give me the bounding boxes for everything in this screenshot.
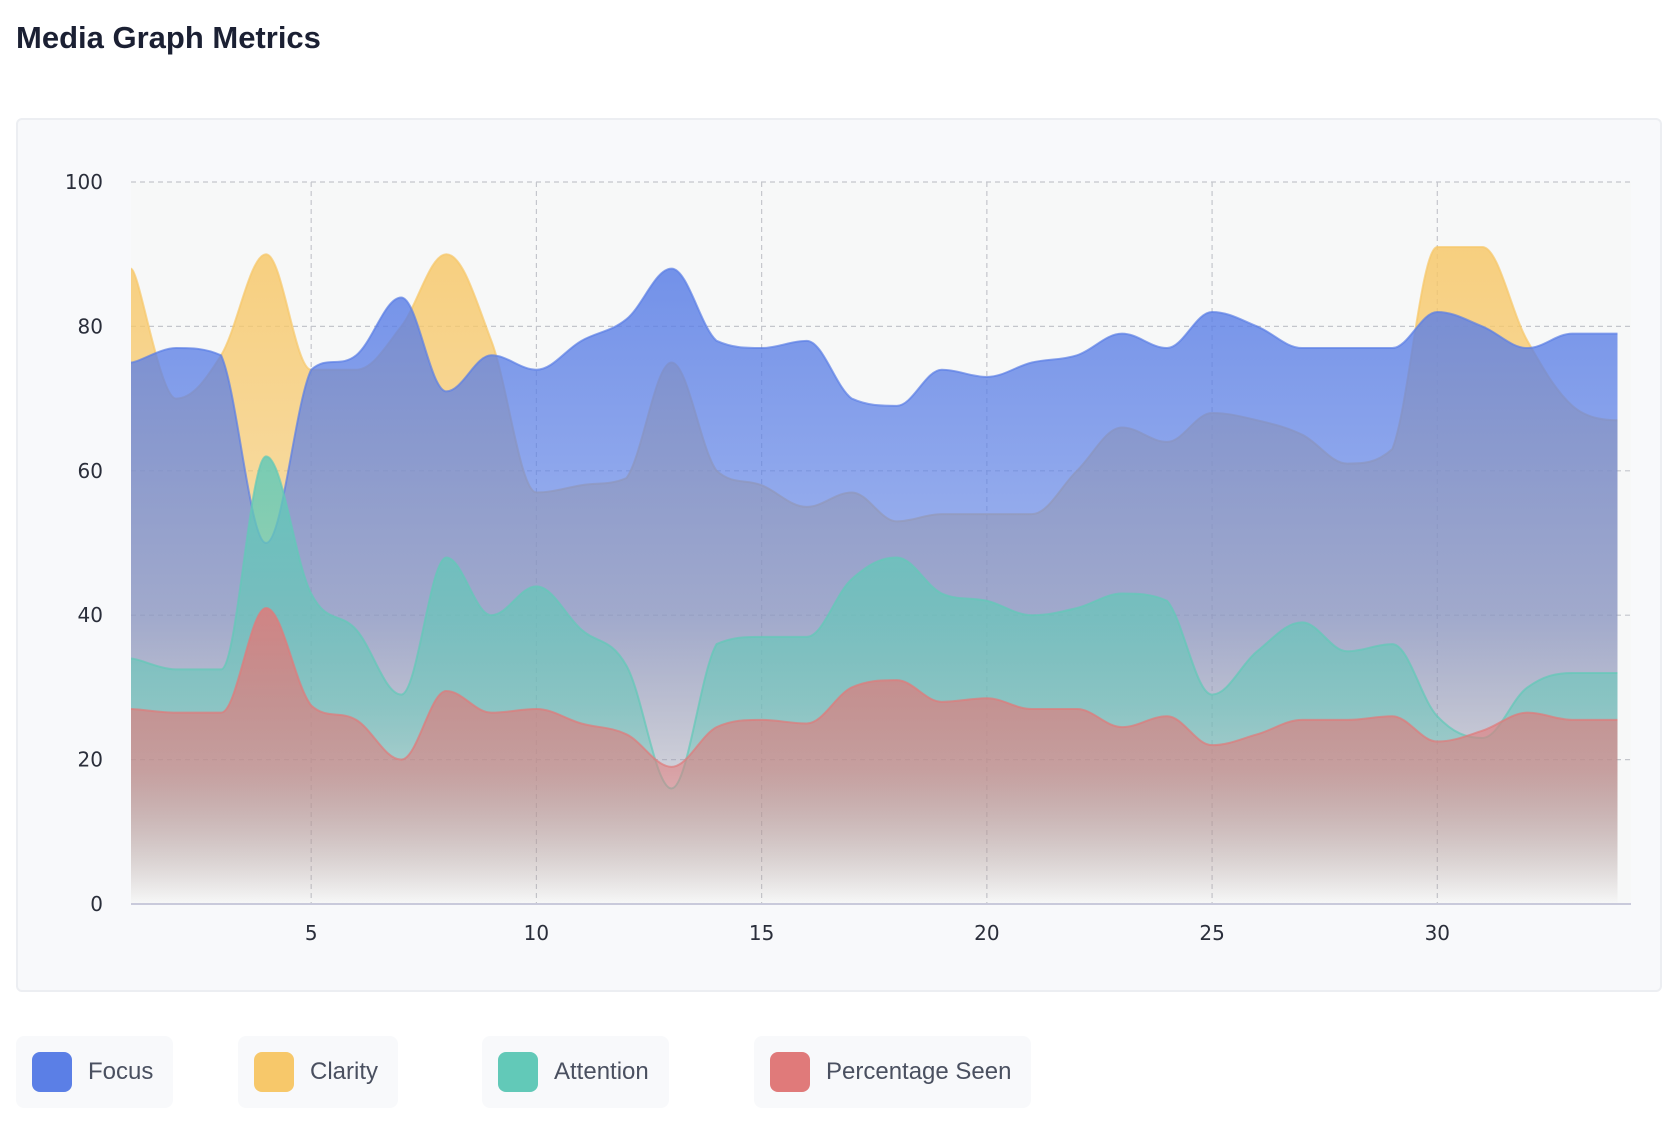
chart-legend: Focus Clarity Attention Percentage Seen — [16, 1036, 1662, 1108]
y-tick-label-80: 80 — [78, 314, 103, 338]
y-tick-label-0: 0 — [90, 892, 103, 916]
x-tick-label-10: 10 — [524, 921, 549, 945]
y-tick-label-100: 100 — [65, 170, 103, 194]
legend-label-focus: Focus — [88, 1058, 154, 1085]
y-tick-label-60: 60 — [78, 459, 103, 483]
legend-swatch-clarity — [254, 1052, 294, 1092]
area-chart: 0 20 40 60 80 100 5 10 15 20 25 30 — [65, 170, 1631, 945]
legend-label-percentage-seen: Percentage Seen — [826, 1058, 1012, 1085]
legend-swatch-percentage-seen — [770, 1052, 810, 1092]
x-tick-label-15: 15 — [749, 921, 774, 945]
x-tick-label-5: 5 — [305, 921, 318, 945]
legend-item-focus[interactable]: Focus — [16, 1036, 174, 1108]
legend-item-percentage-seen[interactable]: Percentage Seen — [754, 1036, 1032, 1108]
legend-label-clarity: Clarity — [310, 1058, 379, 1085]
chart-card: 0 20 40 60 80 100 5 10 15 20 25 30 — [16, 118, 1662, 992]
legend-label-attention: Attention — [554, 1058, 649, 1085]
line-focus — [130, 267, 1618, 545]
legend-swatch-focus — [32, 1052, 72, 1092]
y-tick-label-40: 40 — [78, 603, 103, 627]
line-attention — [130, 455, 1618, 790]
legend-item-clarity[interactable]: Clarity — [238, 1036, 399, 1108]
line-percentage-seen — [130, 606, 1618, 768]
x-tick-label-20: 20 — [974, 921, 999, 945]
page-title: Media Graph Metrics — [16, 20, 321, 55]
x-tick-label-25: 25 — [1199, 921, 1224, 945]
x-tick-label-30: 30 — [1425, 921, 1450, 945]
area-percentage-seen — [131, 607, 1618, 904]
y-tick-label-20: 20 — [78, 748, 103, 772]
legend-item-attention[interactable]: Attention — [482, 1036, 669, 1108]
legend-swatch-attention — [498, 1052, 538, 1092]
